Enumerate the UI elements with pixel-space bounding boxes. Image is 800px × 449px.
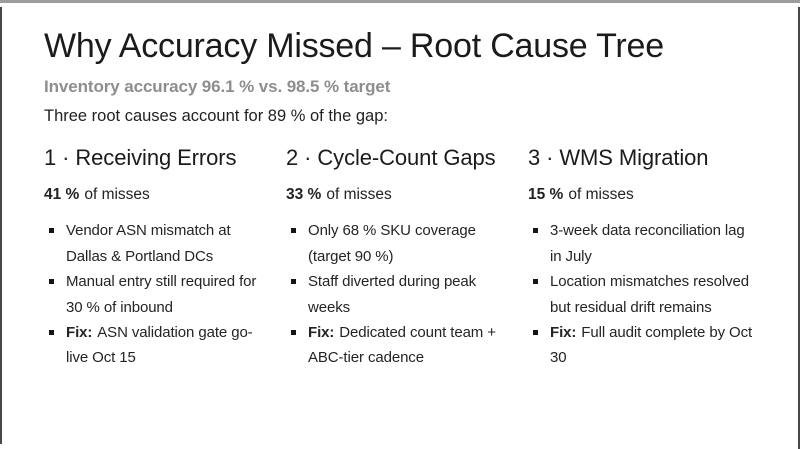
- stat-label: of misses: [326, 186, 392, 204]
- bullet-marker: [44, 269, 66, 285]
- bullet-body: Staff diverted during peak weeks: [308, 273, 477, 316]
- stat-label: of misses: [568, 186, 634, 204]
- list-item: 3-week data reconciliation lag in July: [528, 218, 770, 269]
- slide-frame-right-strip: [798, 7, 800, 449]
- column-receiving-errors: 1 · Receiving Errors 41 % of misses Vendo…: [44, 145, 286, 370]
- column-heading: 1 · Receiving Errors: [44, 145, 237, 171]
- column-heading: 3 · WMS Migration: [528, 145, 709, 171]
- bullet-text: Fix: Full audit complete by Oct 30: [550, 320, 758, 371]
- stat-line: 33 % of misses: [286, 185, 528, 204]
- bullet-body: ASN validation gate go-live Oct 15: [66, 323, 253, 367]
- column-heading: 2 · Cycle-Count Gaps: [286, 145, 496, 171]
- bullet-body: Location mismatches resolved but residua…: [550, 273, 749, 316]
- bullet-text: Vendor ASN mismatch at Dallas & Portland…: [66, 218, 274, 269]
- fix-prefix: Fix:: [66, 323, 93, 341]
- list-item: Fix: Dedicated count team + ABC-tier cade…: [286, 320, 528, 371]
- column-cycle-count-gaps: 2 · Cycle-Count Gaps 33 % of misses Only …: [286, 145, 528, 370]
- slide-title: Why Accuracy Missed – Root Cause Tree: [44, 27, 664, 65]
- bullet-marker: [286, 269, 308, 285]
- stat-label: of misses: [84, 186, 150, 204]
- bullet-text: 3-week data reconciliation lag in July: [550, 218, 758, 269]
- bullet-text: Fix: ASN validation gate go-live Oct 15: [66, 320, 274, 371]
- list-item: Only 68 % SKU coverage (target 90 %): [286, 218, 528, 269]
- bullet-text: Fix: Dedicated count team + ABC-tier cade…: [308, 320, 516, 371]
- bullet-marker: [44, 320, 66, 335]
- list-item: Fix: ASN validation gate go-live Oct 15: [44, 320, 286, 371]
- bullet-text: Only 68 % SKU coverage (target 90 %): [308, 218, 516, 269]
- stat-line: 15 % of misses: [528, 185, 770, 204]
- bullet-list: Vendor ASN mismatch at Dallas & Portland…: [44, 218, 286, 370]
- stat-value: 15 %: [528, 186, 564, 204]
- bullet-body: Vendor ASN mismatch at Dallas & Portland…: [66, 222, 231, 265]
- column-wms-migration: 3 · WMS Migration 15 % of misses 3-week d…: [528, 145, 770, 370]
- bullet-body: 3-week data reconciliation lag in July: [550, 222, 745, 265]
- bullet-body: Dedicated count team + ABC-tier cadence: [308, 323, 496, 367]
- bullet-marker: [528, 269, 550, 285]
- root-cause-columns: 1 · Receiving Errors 41 % of misses Vendo…: [44, 145, 756, 370]
- list-item: Fix: Full audit complete by Oct 30: [528, 320, 770, 371]
- list-item: Location mismatches resolved but residua…: [528, 269, 770, 320]
- bullet-marker: [286, 218, 308, 234]
- bullet-body: Only 68 % SKU coverage (target 90 %): [308, 222, 476, 265]
- bullet-marker: [286, 320, 308, 335]
- stat-value: 33 %: [286, 186, 322, 204]
- list-item: Staff diverted during peak weeks: [286, 269, 528, 320]
- intro-text: Three root causes account for 89 % of th…: [44, 107, 388, 126]
- bullet-text: Manual entry still required for 30 % of …: [66, 269, 274, 320]
- bullet-marker: [44, 218, 66, 234]
- list-item: Vendor ASN mismatch at Dallas & Portland…: [44, 218, 286, 269]
- list-item: Manual entry still required for 30 % of …: [44, 269, 286, 320]
- bullet-text: Location mismatches resolved but residua…: [550, 269, 758, 320]
- bullet-body: Manual entry still required for 30 % of …: [66, 273, 257, 316]
- fix-prefix: Fix:: [550, 323, 577, 341]
- bullet-list: 3-week data reconciliation lag in July L…: [528, 218, 770, 370]
- stat-line: 41 % of misses: [44, 185, 286, 204]
- bullet-body: Full audit complete by Oct 30: [550, 323, 753, 367]
- slide-frame-top-bar: [0, 0, 800, 3]
- bullet-marker: [528, 218, 550, 234]
- slide-subtitle: Inventory accuracy 96.1 % vs. 98.5 % tar…: [44, 77, 391, 97]
- bullet-marker: [528, 320, 550, 335]
- bullet-text: Staff diverted during peak weeks: [308, 269, 516, 320]
- slide-frame-left-strip: [0, 7, 2, 444]
- stat-value: 41 %: [44, 186, 80, 204]
- bullet-list: Only 68 % SKU coverage (target 90 %) Sta…: [286, 218, 528, 370]
- fix-prefix: Fix:: [308, 323, 335, 341]
